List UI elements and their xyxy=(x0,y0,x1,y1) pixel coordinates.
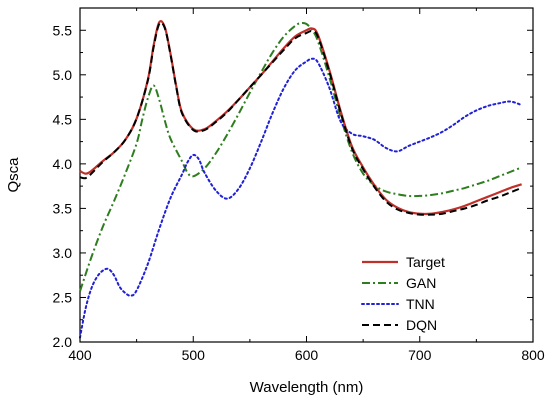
y-tick-label: 4.5 xyxy=(53,111,73,127)
x-tick-label: 700 xyxy=(408,347,432,363)
legend-label-tnn: TNN xyxy=(406,296,435,312)
series-line-tnn xyxy=(79,57,523,339)
legend-label-gan: GAN xyxy=(406,275,436,291)
y-tick-label: 3.0 xyxy=(53,245,73,261)
x-tick-label: 400 xyxy=(68,347,92,363)
series-line-gan xyxy=(79,21,523,292)
y-tick-label: 4.0 xyxy=(53,156,73,172)
x-tick-label: 500 xyxy=(182,347,206,363)
y-tick-label: 2.5 xyxy=(53,289,73,305)
legend-label-dqn: DQN xyxy=(406,317,437,333)
y-tick-label: 5.5 xyxy=(53,22,73,38)
y-axis-label: Qsca xyxy=(5,157,22,193)
y-tick-label: 2.0 xyxy=(53,334,73,350)
y-tick-label: 3.5 xyxy=(53,200,73,216)
plot-frame xyxy=(79,7,534,343)
legend-label-target: Target xyxy=(406,254,445,270)
series-line-dqn xyxy=(79,21,523,216)
y-tick-label: 5.0 xyxy=(53,67,73,83)
series-layer xyxy=(79,20,523,339)
x-tick-label: 800 xyxy=(521,347,545,363)
ticks-layer: 400 500 600 700 800 2.0 2.5 3.0 3.5 4.0 4.5 5.0 5.5 xyxy=(53,8,545,363)
series-line-target xyxy=(79,20,523,216)
x-axis-label: Wavelength (nm) xyxy=(250,379,364,396)
x-tick-label: 600 xyxy=(295,347,319,363)
legend: Target GAN TNN DQN xyxy=(361,254,445,333)
